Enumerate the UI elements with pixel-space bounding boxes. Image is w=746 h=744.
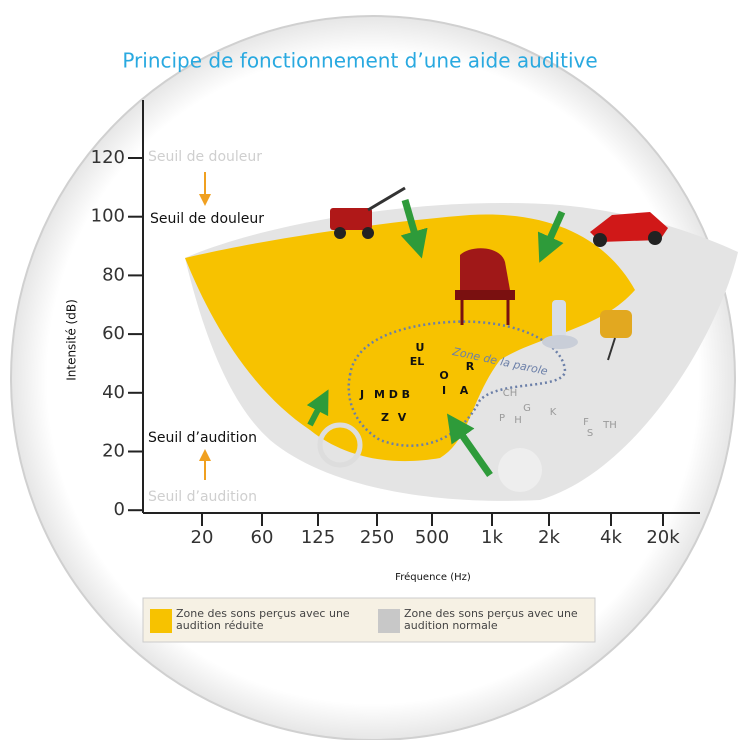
x-tick-label: 1k <box>481 527 503 548</box>
phoneme: Z <box>381 411 389 424</box>
phoneme: V <box>398 411 407 424</box>
phoneme: O <box>439 369 448 382</box>
reduced-zone <box>185 214 635 462</box>
annotation: Seuil de douleur <box>150 211 264 227</box>
legend <box>142 597 596 643</box>
y-axis-label: Intensité (dB) <box>65 299 79 381</box>
phoneme: S <box>587 428 593 439</box>
y-tick-label: 60 <box>102 323 125 344</box>
phoneme: M D B <box>374 388 410 401</box>
phoneme: R <box>466 360 475 373</box>
x-tick-label: 125 <box>301 527 335 548</box>
y-tick-label: 120 <box>91 147 125 168</box>
annotation: Seuil d’audition <box>148 489 257 505</box>
legend-label: Zone des sons perçus avec une audition ré… <box>176 607 350 632</box>
phoneme: U <box>416 341 425 354</box>
phoneme: CH <box>503 388 518 399</box>
y-tick-label: 0 <box>114 499 125 520</box>
x-axis-label: Fréquence (Hz) <box>395 571 471 583</box>
y-tick-label: 20 <box>102 441 125 462</box>
y-tick-label: 40 <box>102 382 125 403</box>
phoneme: EL <box>410 355 425 368</box>
speech-zone <box>347 320 567 447</box>
phoneme: A <box>460 384 469 397</box>
title: Principe de fonctionnement d’une aide au… <box>122 49 597 73</box>
x-tick-label: 2k <box>538 527 560 548</box>
x-tick-label: 60 <box>251 527 274 548</box>
annotation: Seuil de douleur <box>148 149 262 165</box>
legend-swatch <box>378 609 400 633</box>
y-tick-label: 100 <box>91 206 125 227</box>
x-tick-label: 500 <box>415 527 449 548</box>
phoneme: P <box>499 413 505 424</box>
x-tick-label: 4k <box>600 527 622 548</box>
x-tick-label: 20k <box>646 527 680 548</box>
legend-label: Zone des sons perçus avec une audition no… <box>404 607 578 632</box>
phoneme: TH <box>602 420 617 431</box>
x-tick-label: 250 <box>360 527 394 548</box>
x-tick-label: 20 <box>191 527 214 548</box>
icons <box>199 172 668 492</box>
phoneme: H <box>514 415 522 426</box>
phoneme: K <box>550 407 557 418</box>
y-tick-label: 80 <box>102 264 125 285</box>
phoneme: J <box>359 388 364 401</box>
phoneme: F <box>583 417 589 428</box>
phoneme: G <box>523 403 531 414</box>
annotation: Seuil d’audition <box>148 430 257 446</box>
phoneme: I <box>442 384 446 397</box>
legend-swatch <box>150 609 172 633</box>
